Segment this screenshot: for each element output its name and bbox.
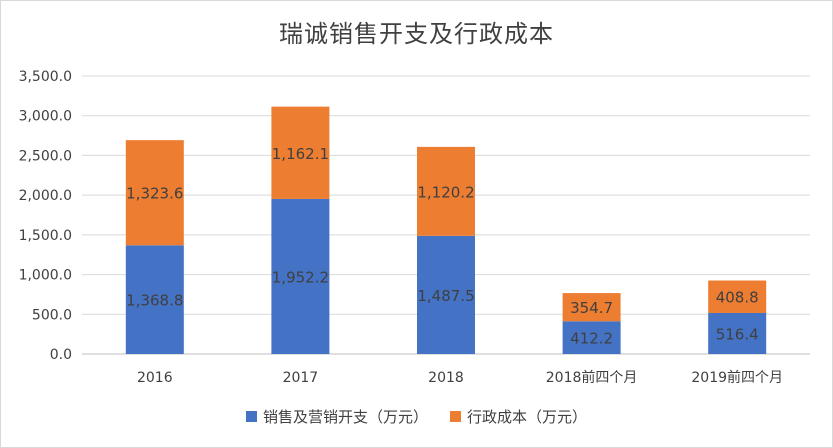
y-tick-label: 2,000.0 bbox=[19, 188, 72, 204]
data-label: 408.8 bbox=[716, 289, 759, 307]
legend-label-sales: 销售及营销开支（万元） bbox=[262, 407, 428, 426]
legend-swatch-sales bbox=[245, 410, 257, 422]
data-label: 516.4 bbox=[716, 325, 759, 343]
legend-item-sales[interactable]: 销售及营销开支（万元） bbox=[245, 406, 428, 427]
data-label: 1,162.1 bbox=[272, 145, 329, 163]
y-tick-label: 500.0 bbox=[32, 307, 72, 323]
bar-sales bbox=[562, 321, 621, 354]
bar-sales bbox=[125, 245, 184, 354]
data-label: 1,368.8 bbox=[126, 292, 183, 310]
bar-admin bbox=[562, 293, 621, 322]
y-tick-label: 1,000.0 bbox=[19, 268, 72, 284]
x-tick-label: 2018前四个月 bbox=[546, 369, 638, 386]
data-label: 412.2 bbox=[570, 330, 613, 348]
x-tick-label: 2018 bbox=[428, 370, 464, 386]
bar-sales bbox=[708, 312, 767, 354]
chart-legend: 销售及营销开支（万元） 行政成本（万元） bbox=[0, 404, 833, 428]
data-label: 354.7 bbox=[570, 299, 613, 317]
y-tick-label: 0.0 bbox=[50, 347, 72, 363]
bar-admin bbox=[417, 146, 475, 236]
legend-item-admin[interactable]: 行政成本（万元） bbox=[450, 406, 587, 427]
bar-admin bbox=[271, 106, 330, 199]
legend-swatch-admin bbox=[450, 410, 461, 422]
chart-title: 瑞诚销售开支及行政成本 bbox=[279, 20, 554, 48]
bar-admin bbox=[708, 280, 767, 313]
data-label: 1,323.6 bbox=[126, 185, 183, 203]
data-label: 1,487.5 bbox=[417, 287, 474, 305]
legend-label-admin: 行政成本（万元） bbox=[467, 407, 588, 426]
y-tick-label: 2,500.0 bbox=[19, 148, 72, 164]
y-tick-label: 3,500.0 bbox=[19, 69, 72, 85]
data-label: 1,120.2 bbox=[417, 183, 474, 201]
bar-sales bbox=[271, 198, 330, 354]
x-tick-label: 2017 bbox=[283, 370, 319, 386]
y-tick-label: 3,000.0 bbox=[19, 109, 72, 125]
y-tick-label: 1,500.0 bbox=[19, 228, 72, 244]
x-tick-label: 2019前四个月 bbox=[691, 369, 783, 386]
bar-admin bbox=[125, 140, 184, 246]
data-label: 1,952.2 bbox=[272, 268, 329, 286]
x-tick-label: 2016 bbox=[137, 370, 173, 386]
bar-sales bbox=[417, 235, 475, 354]
